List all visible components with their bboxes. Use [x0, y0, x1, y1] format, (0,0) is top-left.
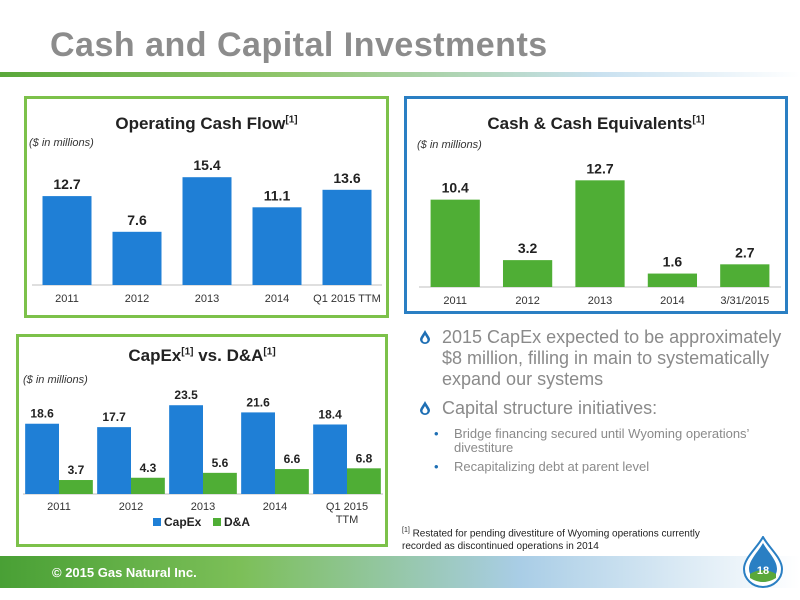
- legend-swatch: [153, 518, 161, 526]
- x-tick-label: 2011: [47, 501, 71, 513]
- x-tick-label: 2011: [55, 293, 79, 305]
- data-label: 18.6: [30, 407, 54, 421]
- capex-chart: 18.6 3.7 2011 17.7 4.3 2012 23.5 5.6 2013 21.6 6.6…: [23, 388, 383, 529]
- x-tick-label: 2014: [263, 501, 287, 513]
- bar: [575, 180, 625, 287]
- copyright-text: © 2015 Gas Natural Inc.: [52, 565, 197, 580]
- capex-vs-da-panel: CapEx[1] vs. D&A[1] ($ in millions) 18.6…: [16, 334, 388, 547]
- bar: [59, 480, 93, 494]
- cash-equivalents-panel: Cash & Cash Equivalents[1] ($ in million…: [404, 96, 788, 314]
- bar: [647, 273, 698, 287]
- bar: [720, 264, 770, 287]
- bar: [169, 405, 203, 494]
- cash-chart-title: Cash & Cash Equivalents[1]: [487, 114, 705, 133]
- legend-label: CapEx: [164, 515, 202, 529]
- data-label: 6.8: [356, 451, 373, 465]
- sub-bullet-text: Bridge financing secured until Wyoming o…: [454, 426, 749, 455]
- data-label: 12.7: [53, 176, 80, 192]
- bar: [502, 260, 553, 287]
- bar: [42, 196, 92, 285]
- ocf-chart: 12.7 2011 7.6 2012 15.4 2013 11.1 2014 13.6 Q1 20…: [32, 157, 382, 305]
- bullet-list: 2015 CapEx expected to be approximately …: [420, 327, 790, 479]
- bullet-text: 2015 CapEx expected to be approximately …: [442, 327, 782, 389]
- sub-bullet-item: • Recapitalizing debt at parent level: [420, 460, 790, 474]
- bar: [275, 469, 309, 494]
- drop-icon: [420, 401, 430, 415]
- data-label: 21.6: [246, 395, 270, 409]
- drop-icon: [420, 330, 430, 344]
- data-label: 11.1: [264, 187, 291, 203]
- x-tick-label: Q1 2015: [326, 501, 368, 513]
- data-label: 1.6: [663, 254, 683, 270]
- operating-cash-flow-panel: Operating Cash Flow[1] ($ in millions) 1…: [24, 96, 389, 318]
- bar: [97, 427, 131, 494]
- legend-swatch: [213, 518, 221, 526]
- legend-label: D&A: [224, 515, 250, 529]
- x-tick-label: 2013: [195, 293, 219, 305]
- x-tick-label: 2012: [125, 293, 149, 305]
- x-tick-label: 2012: [515, 295, 539, 307]
- bullet-item: 2015 CapEx expected to be approximately …: [420, 327, 790, 390]
- footnote: [1] Restated for pending divestiture of …: [402, 527, 700, 553]
- x-tick-label: TTM: [336, 514, 359, 526]
- x-tick-label: 2011: [443, 295, 467, 307]
- bullet-item: Capital structure initiatives:: [420, 398, 790, 419]
- data-label: 7.6: [127, 212, 147, 228]
- data-label: 2.7: [735, 244, 755, 260]
- bullet-text: Capital structure initiatives:: [442, 398, 658, 418]
- x-tick-label: 2012: [119, 501, 143, 513]
- x-tick-label: 2014: [660, 295, 684, 307]
- data-label: 18.4: [318, 407, 342, 421]
- capex-chart-subtitle: ($ in millions): [23, 374, 88, 386]
- sub-bullet-text: Recapitalizing debt at parent level: [454, 459, 650, 474]
- data-label: 12.7: [586, 160, 613, 176]
- bar: [182, 177, 232, 285]
- gas-natural-logo-icon: 18: [742, 536, 784, 588]
- sub-bullet-item: • Bridge financing secured until Wyoming …: [420, 427, 790, 455]
- data-label: 13.6: [333, 170, 360, 186]
- data-label: 15.4: [193, 157, 220, 173]
- page-title: Cash and Capital Investments: [50, 26, 548, 64]
- x-tick-label: 2013: [588, 295, 612, 307]
- ocf-chart-subtitle: ($ in millions): [29, 137, 94, 149]
- data-label: 23.5: [174, 388, 198, 402]
- bar: [322, 189, 372, 285]
- bar: [25, 423, 59, 494]
- x-tick-label: 2013: [191, 501, 215, 513]
- data-label: 10.4: [442, 180, 469, 196]
- bar: [131, 477, 165, 494]
- bar: [203, 472, 237, 494]
- data-label: 3.2: [518, 240, 538, 256]
- title-divider: [0, 72, 800, 77]
- data-label: 3.7: [68, 463, 85, 477]
- ocf-chart-title: Operating Cash Flow[1]: [115, 114, 298, 133]
- x-tick-label: Q1 2015 TTM: [313, 293, 381, 305]
- data-label: 6.6: [284, 452, 301, 466]
- footer-bar: [0, 556, 800, 588]
- bullet-dot-icon: •: [434, 459, 439, 474]
- data-label: 4.3: [140, 461, 157, 475]
- cash-chart-subtitle: ($ in millions): [417, 139, 482, 151]
- data-label: 5.6: [212, 456, 229, 470]
- bar: [112, 231, 162, 285]
- x-tick-label: 3/31/2015: [720, 295, 769, 307]
- page-number: 18: [757, 565, 769, 577]
- x-tick-label: 2014: [265, 293, 289, 305]
- bar: [313, 424, 347, 494]
- bar: [347, 468, 381, 494]
- data-label: 17.7: [102, 410, 126, 424]
- bar: [430, 199, 480, 287]
- bar: [252, 207, 302, 285]
- capex-chart-title: CapEx[1] vs. D&A[1]: [128, 346, 276, 365]
- bullet-dot-icon: •: [434, 426, 439, 441]
- cash-chart: 10.4 2011 3.2 2012 12.7 2013 1.6 2014 2.7 3/31/20…: [419, 160, 781, 307]
- bar: [241, 412, 275, 494]
